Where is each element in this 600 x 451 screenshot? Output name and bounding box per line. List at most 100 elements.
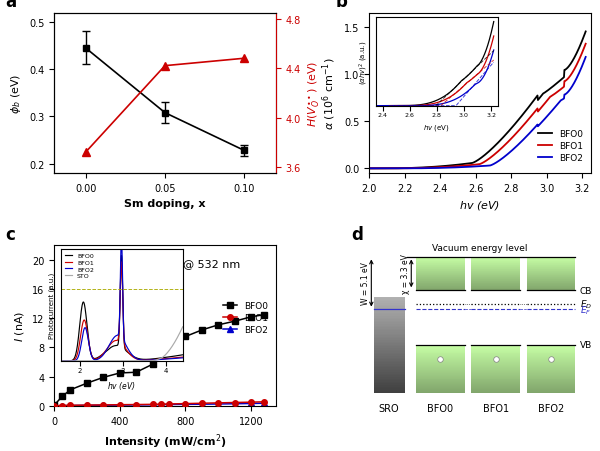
FancyBboxPatch shape: [416, 364, 464, 365]
FancyBboxPatch shape: [471, 350, 520, 351]
FancyBboxPatch shape: [374, 326, 404, 327]
FancyBboxPatch shape: [416, 362, 464, 364]
FancyBboxPatch shape: [471, 376, 520, 377]
BFO0: [59, 394, 66, 399]
BFO0: [116, 370, 124, 376]
BFO0: [50, 403, 58, 408]
FancyBboxPatch shape: [527, 379, 575, 380]
Text: BFO0: BFO0: [427, 403, 453, 413]
FancyBboxPatch shape: [527, 274, 575, 275]
Text: W = 5.1 eV: W = 5.1 eV: [361, 262, 370, 305]
BFO0: [100, 375, 107, 380]
FancyBboxPatch shape: [471, 374, 520, 375]
BFO0: [67, 387, 74, 392]
BFO2: [494, 159, 502, 165]
FancyBboxPatch shape: [471, 288, 520, 289]
FancyBboxPatch shape: [471, 380, 520, 381]
FancyBboxPatch shape: [471, 386, 520, 387]
FancyBboxPatch shape: [527, 276, 575, 277]
FancyBboxPatch shape: [374, 388, 404, 390]
FancyBboxPatch shape: [527, 383, 575, 384]
FancyBboxPatch shape: [471, 265, 520, 266]
FancyBboxPatch shape: [527, 392, 575, 393]
FancyBboxPatch shape: [527, 348, 575, 349]
FancyBboxPatch shape: [374, 297, 404, 299]
FancyBboxPatch shape: [416, 370, 464, 371]
FancyBboxPatch shape: [527, 391, 575, 392]
BFO0: [365, 166, 373, 172]
FancyBboxPatch shape: [471, 389, 520, 390]
FancyBboxPatch shape: [471, 268, 520, 269]
FancyBboxPatch shape: [416, 262, 464, 263]
FancyBboxPatch shape: [471, 371, 520, 372]
BFO2: [261, 400, 268, 406]
FancyBboxPatch shape: [527, 282, 575, 283]
X-axis label: Intensity (mW/cm$^2$): Intensity (mW/cm$^2$): [104, 431, 226, 450]
FancyBboxPatch shape: [527, 381, 575, 382]
FancyBboxPatch shape: [374, 302, 404, 304]
FancyBboxPatch shape: [471, 359, 520, 360]
FancyBboxPatch shape: [471, 372, 520, 373]
FancyBboxPatch shape: [527, 278, 575, 279]
FancyBboxPatch shape: [471, 346, 520, 347]
FancyBboxPatch shape: [527, 262, 575, 263]
FancyBboxPatch shape: [527, 345, 575, 346]
BFO0: [494, 141, 502, 146]
FancyBboxPatch shape: [416, 391, 464, 392]
FancyBboxPatch shape: [416, 276, 464, 277]
FancyBboxPatch shape: [471, 382, 520, 383]
BFO2: [248, 401, 255, 406]
BFO2: [582, 55, 589, 60]
FancyBboxPatch shape: [374, 334, 404, 336]
FancyBboxPatch shape: [471, 349, 520, 350]
FancyBboxPatch shape: [527, 387, 575, 388]
FancyBboxPatch shape: [416, 357, 464, 358]
FancyBboxPatch shape: [374, 376, 404, 377]
FancyBboxPatch shape: [527, 358, 575, 359]
Text: Vacuum energy level: Vacuum energy level: [432, 243, 528, 252]
FancyBboxPatch shape: [527, 288, 575, 289]
FancyBboxPatch shape: [374, 354, 404, 356]
FancyBboxPatch shape: [416, 272, 464, 273]
BFO2: [470, 165, 477, 170]
BFO0: [261, 312, 268, 318]
Y-axis label: $H(V_{O}^{\bullet\bullet})$ (eV): $H(V_{O}^{\bullet\bullet})$ (eV): [307, 60, 322, 127]
FancyBboxPatch shape: [527, 275, 575, 276]
FancyBboxPatch shape: [471, 361, 520, 362]
BFO0: [149, 362, 156, 367]
BFO1: [157, 401, 164, 407]
FancyBboxPatch shape: [416, 353, 464, 354]
FancyBboxPatch shape: [416, 348, 464, 349]
FancyBboxPatch shape: [416, 258, 464, 259]
FancyBboxPatch shape: [527, 361, 575, 362]
FancyBboxPatch shape: [374, 299, 404, 300]
FancyBboxPatch shape: [527, 347, 575, 348]
BFO0: [133, 370, 140, 375]
FancyBboxPatch shape: [527, 266, 575, 267]
BFO2: [577, 68, 584, 74]
BFO1: [469, 163, 476, 168]
FancyBboxPatch shape: [471, 367, 520, 368]
BFO1: [149, 402, 156, 407]
FancyBboxPatch shape: [471, 352, 520, 353]
FancyBboxPatch shape: [527, 374, 575, 375]
FancyBboxPatch shape: [471, 348, 520, 349]
FancyBboxPatch shape: [527, 359, 575, 360]
FancyBboxPatch shape: [527, 355, 575, 357]
FancyBboxPatch shape: [416, 378, 464, 379]
X-axis label: Sm doping, x: Sm doping, x: [124, 199, 206, 209]
Text: c: c: [5, 226, 15, 244]
FancyBboxPatch shape: [374, 374, 404, 376]
FancyBboxPatch shape: [471, 373, 520, 374]
Legend: BFO0, BFO1, BFO2: BFO0, BFO1, BFO2: [220, 298, 271, 338]
FancyBboxPatch shape: [471, 375, 520, 376]
FancyBboxPatch shape: [416, 360, 464, 361]
FancyBboxPatch shape: [527, 376, 575, 377]
BFO1: [261, 399, 268, 405]
Line: BFO0: BFO0: [369, 32, 586, 169]
BFO1: [59, 403, 66, 408]
FancyBboxPatch shape: [416, 263, 464, 264]
FancyBboxPatch shape: [416, 283, 464, 284]
FancyBboxPatch shape: [471, 282, 520, 283]
FancyBboxPatch shape: [416, 270, 464, 271]
